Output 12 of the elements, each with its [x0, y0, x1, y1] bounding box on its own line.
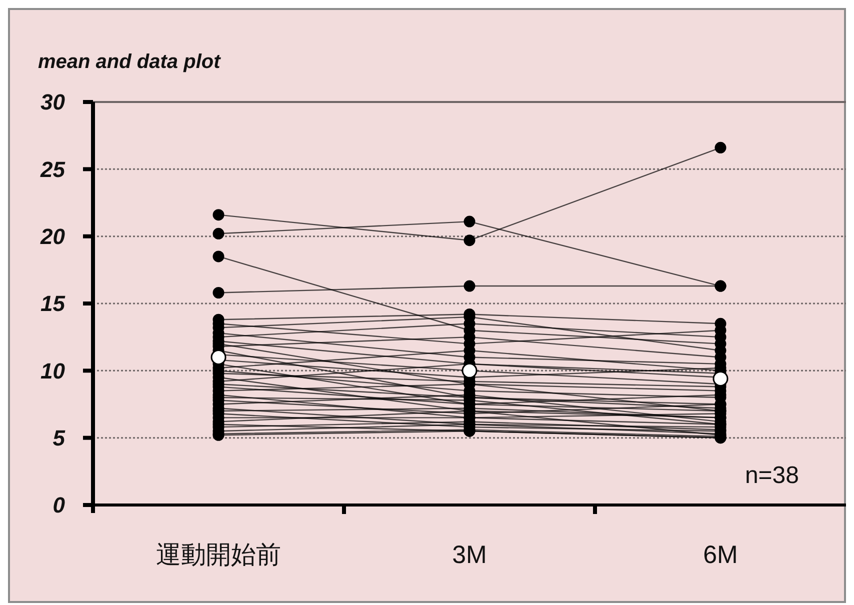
x-tick-label: 6M: [703, 541, 738, 569]
x-tick-label: 3M: [452, 541, 487, 569]
annotation: n=38: [744, 462, 799, 489]
y-tick-label: 5: [52, 426, 66, 451]
y-tick-label: 15: [40, 291, 66, 316]
y-tick-label: 0: [52, 492, 66, 518]
chart-title: mean and data plot: [38, 51, 222, 73]
y-tick-label: 20: [40, 224, 66, 250]
y-tick-label: 25: [40, 156, 66, 182]
y-tick-label: 10: [40, 358, 66, 384]
y-tick-label: 30: [40, 90, 66, 115]
x-tick-label: 運動開始前: [156, 541, 281, 569]
